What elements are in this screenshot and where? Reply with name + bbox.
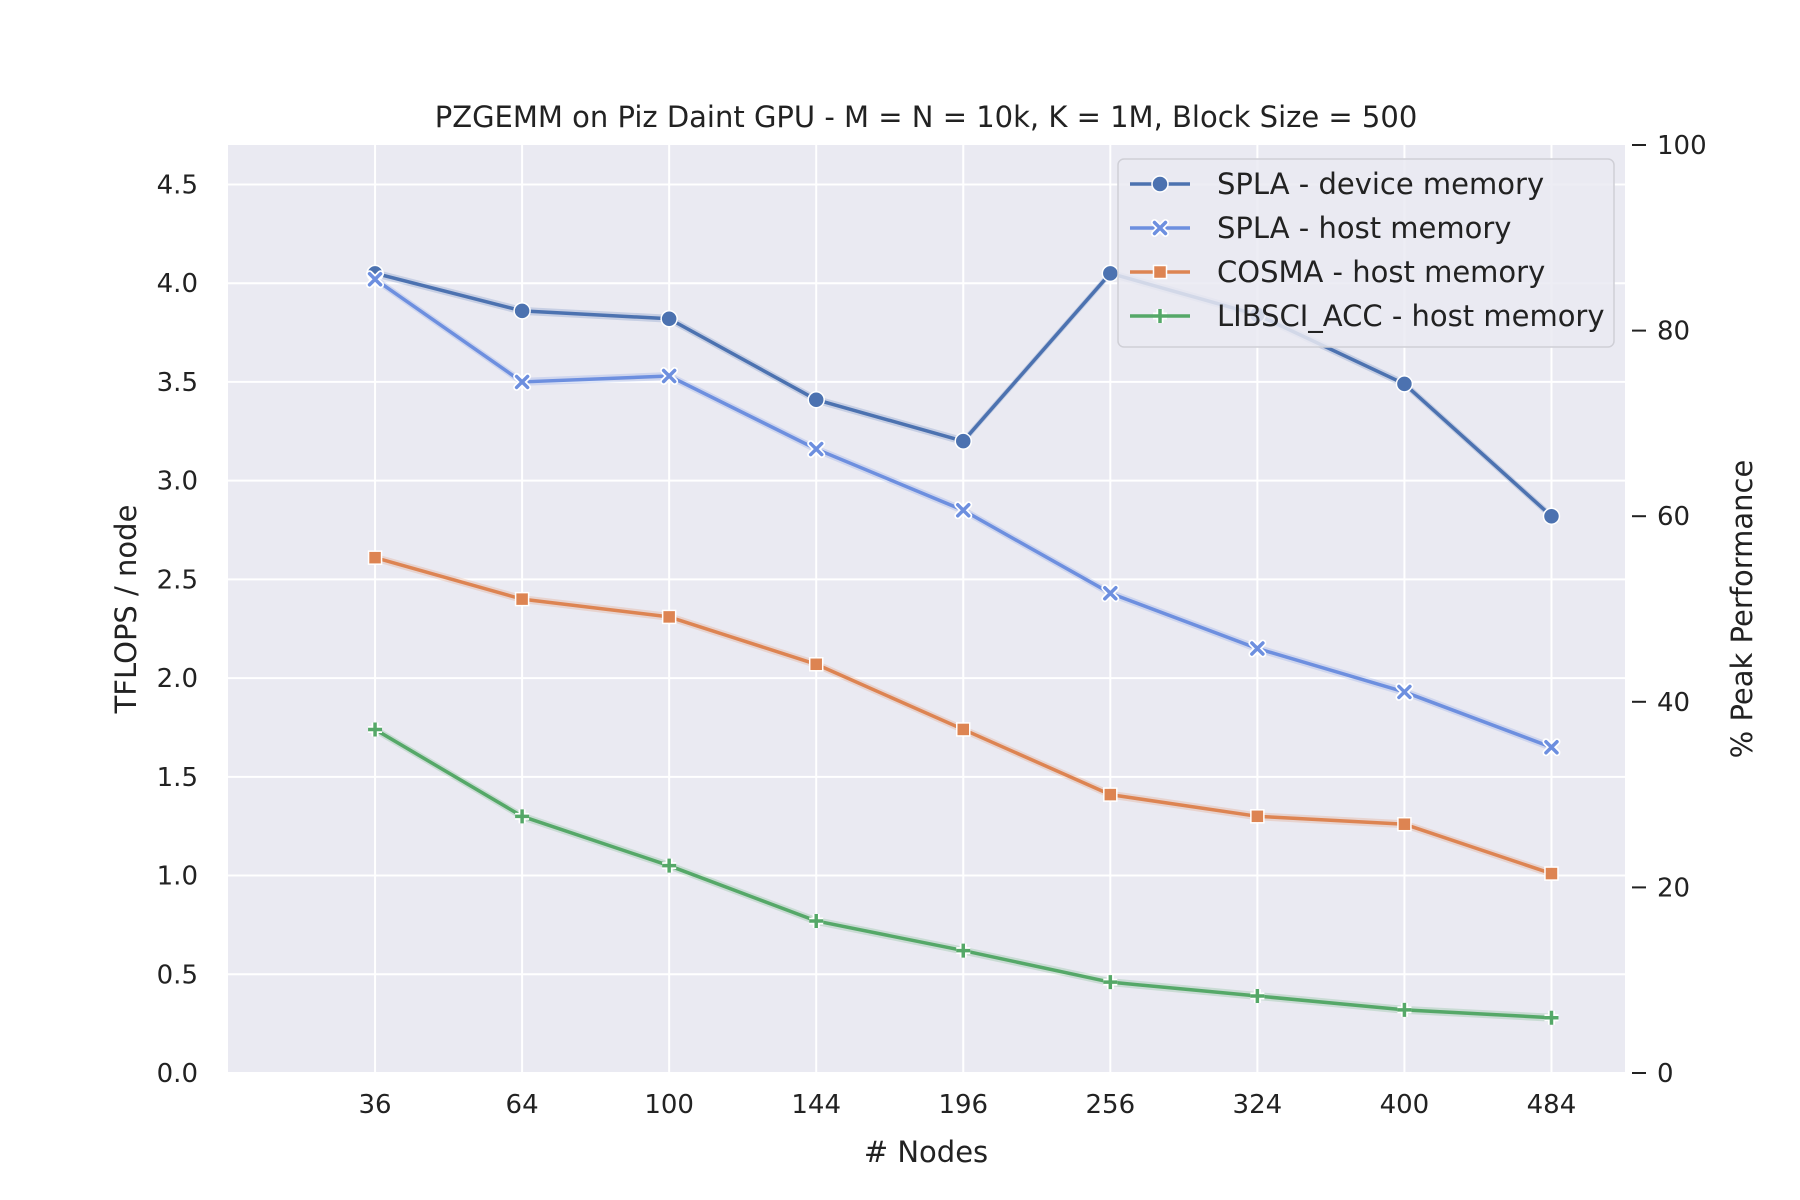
data-point [1101,584,1120,603]
data-point [1544,1010,1559,1025]
legend-marker [1152,264,1168,280]
y-tick-label: 0.5 [157,960,198,990]
legend-box [1117,158,1615,348]
data-point [956,722,971,737]
legend-item: COSMA - host memory [1130,255,1545,289]
data-point [1250,809,1265,824]
data-point [366,270,385,289]
x-tick-label: 144 [791,1090,841,1120]
legend-marker [1153,309,1167,323]
series-4 [368,722,1559,1025]
y2-tick-label: 100 [1657,131,1707,161]
legend-label: SPLA - device memory [1217,167,1544,201]
data-point [660,310,678,328]
data-point [1103,975,1118,990]
data-point [1542,738,1561,757]
legend-marker [1151,175,1169,193]
y2-tick-label: 0 [1657,1059,1674,1089]
data-point [1542,507,1561,525]
x-tick-label: 484 [1527,1090,1577,1120]
data-point [1101,264,1120,283]
x-tick-label: 400 [1380,1090,1430,1120]
data-point [662,858,677,873]
legend-marker [1151,219,1169,237]
y2-axis-label: % Peak Performance [1725,460,1759,759]
axes: 0.0 0.5 1.0 1.5 2.0 2.5 3.0 3.5 4.0 4.5 36 64 100 144… [157,131,1707,1120]
data-point [1397,1002,1412,1017]
legend-label: COSMA - host memory [1217,255,1545,289]
y-tick-label: 2.0 [157,664,198,694]
data-point [1250,988,1265,1003]
x-tick-label: 64 [506,1090,539,1120]
data-point [368,722,383,737]
y-tick-label: 0.0 [157,1059,198,1089]
x-tick-label: 256 [1085,1090,1135,1120]
x-tick-label: 36 [359,1090,392,1120]
data-point [809,913,824,928]
x-tick-label: 324 [1233,1090,1283,1120]
series [366,264,1561,1025]
data-point [513,372,532,391]
data-point [514,591,530,607]
legend-item: SPLA - host memory [1130,211,1511,245]
y2-tick-label: 20 [1657,873,1690,903]
y-axis-label: TFLOPS / node [109,505,143,715]
data-point [1248,639,1267,658]
data-point [661,609,677,625]
y-tick-label: 2.5 [157,565,198,595]
y2-tick-label: 40 [1657,688,1690,718]
data-point [1395,375,1414,393]
data-point [807,440,826,459]
x-tick-label: 100 [644,1090,694,1120]
y-tick-label: 1.5 [157,763,198,793]
x-axis-label: # Nodes [864,1135,988,1169]
data-point [954,432,973,450]
data-point [660,367,679,386]
data-point [807,390,825,409]
data-point [367,550,383,565]
data-point [954,501,973,520]
series-2 [366,270,1561,757]
data-point [956,943,971,958]
data-point [513,302,531,320]
data-point [1103,787,1118,802]
data-point [1397,816,1412,832]
y2-tick-label: 80 [1657,317,1690,347]
y-tick-label: 1.0 [157,862,198,892]
y-tick-label: 3.5 [157,368,198,398]
chart-title: PZGEMM on Piz Daint GPU - M = N = 10k, K… [435,100,1418,134]
y2-tick-label: 60 [1657,502,1690,532]
legend: SPLA - device memory SPLA - host memory CO… [1117,158,1615,348]
data-point [808,657,824,672]
y-tick-label: 3.0 [157,467,198,497]
data-point [1544,866,1559,881]
legend-label: SPLA - host memory [1217,211,1511,245]
x-tick-label: 196 [938,1090,988,1120]
data-point [1395,682,1414,701]
series-3 [367,550,1559,881]
legend-item: SPLA - device memory [1130,167,1544,201]
y-tick-label: 4.0 [157,269,198,299]
legend-item: LIBSCI_ACC - host memory [1130,299,1605,333]
legend-label: LIBSCI_ACC - host memory [1217,299,1605,333]
data-point [515,809,530,824]
y-tick-label: 4.5 [157,170,198,200]
